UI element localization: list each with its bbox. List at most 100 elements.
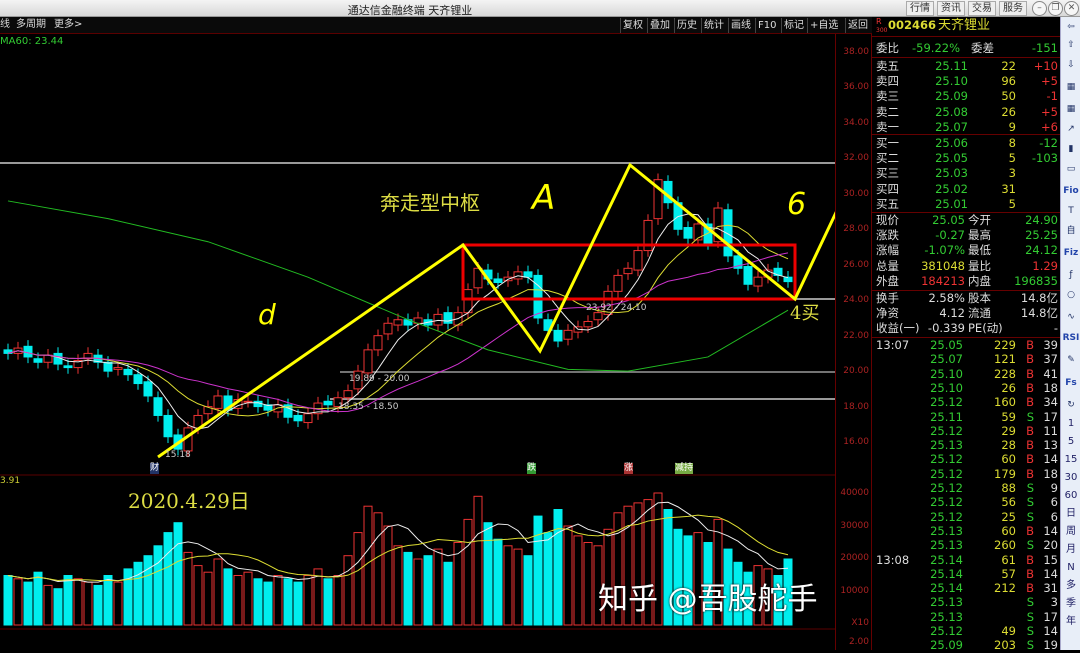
f10-button[interactable]: F10	[755, 18, 778, 33]
trade-row-cell: 179	[994, 466, 1016, 481]
period-6[interactable]: 周	[1066, 526, 1076, 537]
period-0[interactable]: 1	[1067, 418, 1075, 429]
period-9[interactable]: 多	[1066, 580, 1076, 591]
ask-row: 卖一 25.07 9 +6	[876, 120, 1058, 135]
trade-row-cell: 25.12	[930, 509, 963, 524]
volume-bar	[563, 525, 573, 626]
volume-bar	[683, 535, 693, 626]
rsi-icon[interactable]: RSI	[1062, 333, 1080, 343]
kline-icon[interactable]: ▮	[1068, 144, 1074, 154]
stats-button[interactable]: 统计	[701, 18, 726, 33]
volume-bar	[33, 571, 43, 626]
chart-icon[interactable]: ▦	[1066, 82, 1076, 92]
trade-row-cell: 37	[1043, 352, 1058, 367]
trade-row-cell: 25.14	[930, 566, 963, 581]
formula-icon[interactable]: ƒ	[1069, 270, 1073, 280]
candle	[113, 367, 123, 370]
fall-marker[interactable]: 跌	[527, 463, 537, 474]
fiz-icon[interactable]: Fiz	[1063, 248, 1079, 258]
period-7[interactable]: 月	[1066, 544, 1076, 555]
trade-row-cell: 160	[994, 395, 1016, 410]
up-arrow-icon[interactable]: ⇧	[1067, 40, 1075, 50]
price-tick: 30.00	[843, 188, 869, 199]
period-4[interactable]: 60	[1064, 490, 1078, 501]
period-2[interactable]: 15	[1064, 454, 1078, 465]
finance-row-cell: 净资	[876, 306, 899, 321]
volume-bar	[413, 558, 423, 626]
trade-row-cell: 19	[1043, 638, 1058, 653]
finance-row-cell: -	[1053, 321, 1058, 336]
self-icon[interactable]: 自	[1066, 226, 1076, 236]
line-chart-icon[interactable]: ↗	[1067, 124, 1075, 134]
adjust-button[interactable]: 复权	[620, 18, 645, 33]
trade-row-cell: 25.11	[930, 409, 963, 424]
volume-bar	[773, 575, 783, 626]
volume-bar	[133, 561, 143, 626]
down-arrow-icon[interactable]: ⇩	[1067, 60, 1075, 70]
period-3[interactable]: 30	[1064, 472, 1078, 483]
bid-row: 买五 25.01 5	[876, 197, 1058, 212]
price-tick: 28.00	[843, 224, 869, 235]
tab-news[interactable]: 资讯	[937, 1, 965, 16]
multi-period-menu[interactable]: 多周期	[16, 19, 46, 30]
more-menu[interactable]: 更多>	[54, 19, 83, 30]
back-button[interactable]: 返回	[845, 18, 870, 33]
window-icon[interactable]: ▭	[1066, 164, 1076, 174]
zigzag-annotation	[157, 162, 835, 459]
volume-bar	[343, 555, 353, 626]
add-watchlist-button[interactable]: +自选	[807, 18, 840, 33]
rise-marker[interactable]: 涨	[624, 463, 634, 474]
refresh-icon[interactable]: ↻	[1067, 400, 1075, 410]
low-price-label: 15.18	[165, 450, 191, 460]
candle	[103, 361, 113, 372]
left-arrow-icon[interactable]: ⇦	[1067, 22, 1075, 32]
period-5[interactable]: 日	[1066, 508, 1076, 519]
tab-trade[interactable]: 交易	[968, 1, 996, 16]
period-1[interactable]: 5	[1067, 436, 1075, 447]
candle	[203, 406, 213, 415]
volume-bar	[433, 548, 443, 626]
trade-row-cell: 203	[994, 638, 1016, 653]
line-menu[interactable]: 线	[0, 19, 10, 30]
period-11[interactable]: 年	[1066, 616, 1076, 627]
tab-market[interactable]: 行情	[906, 1, 934, 16]
trade-row-cell: B	[1026, 552, 1034, 567]
finance-row-cell: 14.8亿	[1020, 291, 1058, 305]
finance-row-cell: 收益(一)	[876, 321, 920, 336]
trade-row-cell: 25.12	[930, 395, 963, 410]
volume-bar	[503, 545, 513, 626]
mark-button[interactable]: 标记	[781, 18, 806, 33]
pen-icon[interactable]: ✎	[1067, 355, 1075, 365]
finance-marker[interactable]: 财	[150, 463, 160, 474]
range-label: 23.92 - 24.10	[586, 303, 647, 313]
reduce-holding-marker[interactable]: 减持	[675, 463, 694, 474]
tab-service[interactable]: 服务	[999, 1, 1027, 16]
minimize-icon[interactable]: –	[1032, 1, 1047, 16]
history-button[interactable]: 历史	[674, 18, 699, 33]
candle	[153, 397, 163, 416]
fs-icon[interactable]: Fs	[1065, 378, 1077, 388]
grid-icon[interactable]: ▦	[1066, 104, 1076, 114]
circle-icon[interactable]: ○	[1067, 290, 1075, 300]
overlay-button[interactable]: 叠加	[647, 18, 672, 33]
restore-icon[interactable]: ❐	[1048, 1, 1063, 16]
volume-bar	[753, 565, 763, 626]
wave-icon[interactable]: ∿	[1067, 312, 1075, 322]
quote-row-cell: 今开	[968, 213, 991, 227]
volume-bar	[543, 532, 553, 626]
draw-button[interactable]: 画线	[728, 18, 753, 33]
period-8[interactable]: N	[1067, 562, 1075, 573]
period-10[interactable]: 季	[1066, 598, 1076, 609]
tc-icon[interactable]: T	[1068, 206, 1074, 216]
price-tick: 32.00	[843, 153, 869, 164]
price-tick: 20.00	[843, 366, 869, 377]
finance-row-cell: 14.8亿	[1020, 306, 1058, 321]
bid-row-cell: 25.05	[935, 151, 968, 166]
candle	[303, 413, 313, 424]
kline-chart[interactable]	[0, 34, 835, 650]
trade-row-cell: B	[1026, 352, 1034, 367]
close-icon[interactable]: ✕	[1064, 1, 1079, 16]
volume-bar	[623, 505, 633, 626]
quote-row-cell: 现价	[876, 213, 899, 227]
f10-icon[interactable]: Fio	[1063, 186, 1079, 196]
